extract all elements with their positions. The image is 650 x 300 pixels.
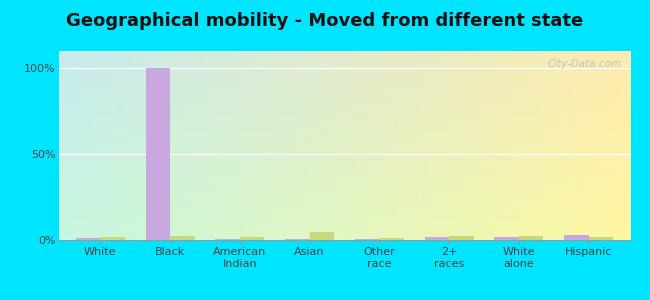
Bar	[424, 237, 449, 240]
Bar	[170, 236, 194, 240]
Bar	[589, 237, 613, 240]
Bar	[215, 239, 240, 240]
Bar	[519, 236, 543, 240]
Bar	[355, 239, 380, 240]
Bar	[449, 236, 474, 240]
Bar	[285, 239, 309, 240]
Bar	[495, 237, 519, 240]
Bar	[309, 232, 334, 240]
Text: Geographical mobility - Moved from different state: Geographical mobility - Moved from diffe…	[66, 12, 584, 30]
Bar	[380, 238, 404, 240]
Bar	[100, 237, 125, 240]
Bar	[564, 235, 589, 240]
Bar	[76, 238, 100, 240]
Bar	[240, 237, 265, 240]
Bar	[146, 68, 170, 240]
Text: City-Data.com: City-Data.com	[548, 58, 622, 69]
